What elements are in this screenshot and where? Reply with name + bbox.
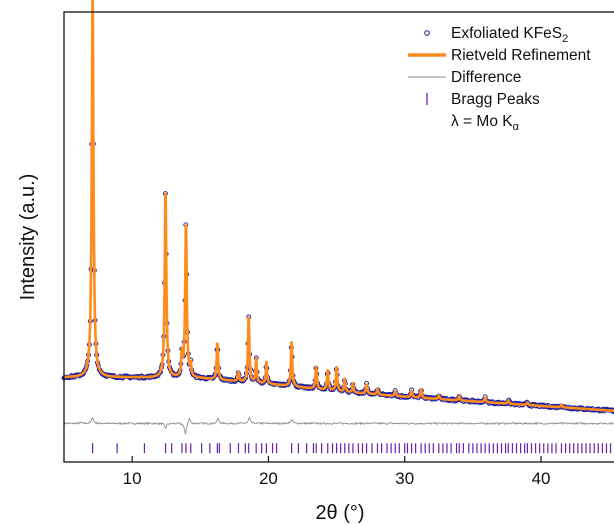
difference-curve [63, 416, 614, 435]
plot-frame [63, 11, 614, 463]
rietveld-refinement-curve [63, 0, 614, 413]
bragg-peaks [92, 443, 612, 454]
legend-entry: Bragg Peaks [426, 91, 540, 108]
x-axis-ticks: 10 20 30 40 [123, 456, 551, 488]
legend-marker-circle [424, 30, 430, 36]
x-tick-label: 20 [259, 469, 278, 488]
legend-label: Bragg Peaks [451, 91, 540, 108]
legend-entry: Difference [408, 69, 521, 86]
x-axis-label: 2θ (°) [315, 502, 364, 524]
legend-entry: Exfoliated KFeS2 [424, 25, 568, 45]
legend-entry: Rietveld Refinement [408, 47, 591, 64]
plot-area [61, 0, 614, 454]
legend-label: λ = Mo Kα [451, 113, 520, 133]
x-tick-label: 40 [532, 469, 551, 488]
legend-label: Difference [451, 69, 521, 86]
legend-label: Rietveld Refinement [451, 47, 591, 64]
legend-entry: λ = Mo Kα [451, 113, 520, 133]
y-axis-label: Intensity (a.u.) [17, 174, 39, 301]
legend-label: Exfoliated KFeS2 [451, 25, 568, 45]
legend: Exfoliated KFeS2 Rietveld Refinement Diffe… [408, 25, 591, 133]
x-tick-label: 10 [123, 469, 142, 488]
x-tick-label: 30 [395, 469, 414, 488]
